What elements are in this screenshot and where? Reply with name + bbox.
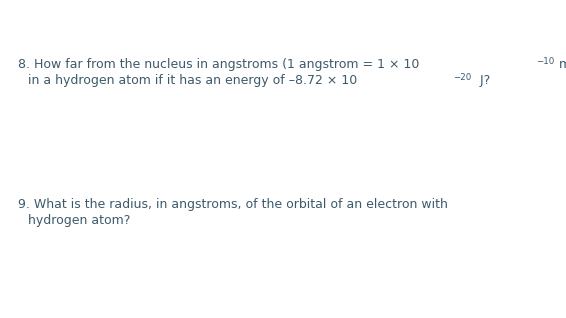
Text: m) is the electron: m) is the electron: [559, 58, 566, 71]
Text: 8. How far from the nucleus in angstroms (1 angstrom = 1 × 10: 8. How far from the nucleus in angstroms…: [18, 58, 419, 71]
Text: −10: −10: [536, 57, 554, 66]
Text: J?: J?: [477, 74, 491, 87]
Text: hydrogen atom?: hydrogen atom?: [28, 214, 130, 227]
Text: −20: −20: [453, 73, 471, 82]
Text: in a hydrogen atom if it has an energy of –8.72 × 10: in a hydrogen atom if it has an energy o…: [28, 74, 357, 87]
Text: 9. What is the radius, in angstroms, of the orbital of an electron with: 9. What is the radius, in angstroms, of …: [18, 198, 452, 211]
